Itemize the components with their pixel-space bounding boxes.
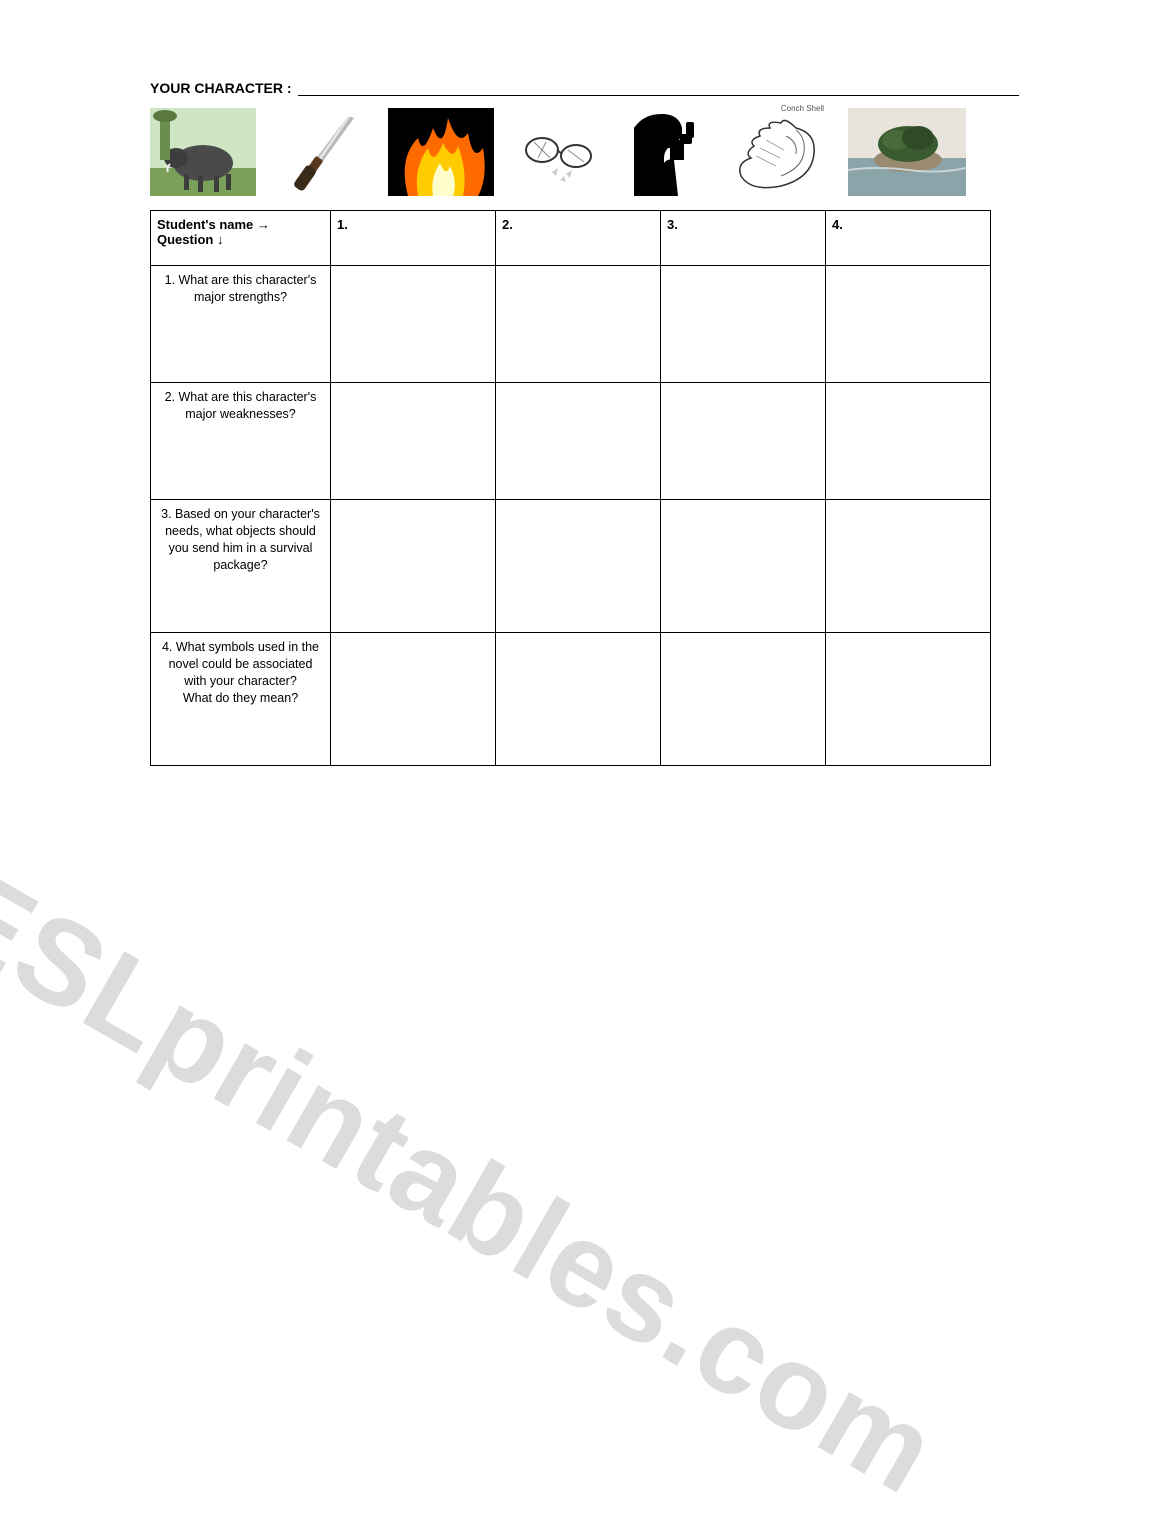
header-col-3: 3. — [661, 211, 826, 266]
fire-image — [388, 108, 494, 196]
header-col-4: 4. — [826, 211, 991, 266]
header-question-col: Student's name → Question ↓ — [151, 211, 331, 266]
answer-cell[interactable] — [496, 500, 661, 633]
worksheet-table: Student's name → Question ↓ 1. 2. 3. 4. … — [150, 210, 991, 766]
answer-cell[interactable] — [661, 383, 826, 500]
conch-image: Conch Shell — [726, 108, 826, 196]
page-title: YOUR CHARACTER : — [150, 80, 292, 96]
table-row: 4. What symbols used in the novel could … — [151, 633, 991, 766]
table-row: 1. What are this character's major stren… — [151, 266, 991, 383]
character-blank-line[interactable] — [298, 81, 1019, 96]
answer-cell[interactable] — [826, 500, 991, 633]
table-header-row: Student's name → Question ↓ 1. 2. 3. 4. — [151, 211, 991, 266]
answer-cell[interactable] — [826, 266, 991, 383]
image-strip: Conch Shell — [150, 108, 1019, 196]
question-2: 2. What are this character's major weakn… — [151, 383, 331, 500]
question-3: 3. Based on your character's needs, what… — [151, 500, 331, 633]
glasses-image — [516, 108, 602, 196]
answer-cell[interactable] — [496, 266, 661, 383]
answer-cell[interactable] — [331, 633, 496, 766]
table-row: 3. Based on your character's needs, what… — [151, 500, 991, 633]
header-left-top: Student's name → — [157, 217, 324, 232]
inhaler-image — [624, 108, 704, 196]
answer-cell[interactable] — [661, 500, 826, 633]
island-image — [848, 108, 966, 196]
header-col-2: 2. — [496, 211, 661, 266]
answer-cell[interactable] — [331, 383, 496, 500]
answer-cell[interactable] — [826, 383, 991, 500]
knife-image — [278, 108, 366, 196]
question-4: 4. What symbols used in the novel could … — [151, 633, 331, 766]
answer-cell[interactable] — [331, 266, 496, 383]
answer-cell[interactable] — [661, 633, 826, 766]
header-left-bottom: Question ↓ — [157, 232, 324, 247]
answer-cell[interactable] — [496, 383, 661, 500]
boar-image — [150, 108, 256, 196]
header-col-1: 1. — [331, 211, 496, 266]
worksheet-page: YOUR CHARACTER : — [0, 0, 1169, 766]
answer-cell[interactable] — [661, 266, 826, 383]
conch-caption: Conch Shell — [781, 104, 824, 113]
table-row: 2. What are this character's major weakn… — [151, 383, 991, 500]
question-1: 1. What are this character's major stren… — [151, 266, 331, 383]
answer-cell[interactable] — [496, 633, 661, 766]
answer-cell[interactable] — [331, 500, 496, 633]
title-row: YOUR CHARACTER : — [150, 80, 1019, 96]
watermark: ESLprintables.com — [0, 841, 960, 1521]
answer-cell[interactable] — [826, 633, 991, 766]
